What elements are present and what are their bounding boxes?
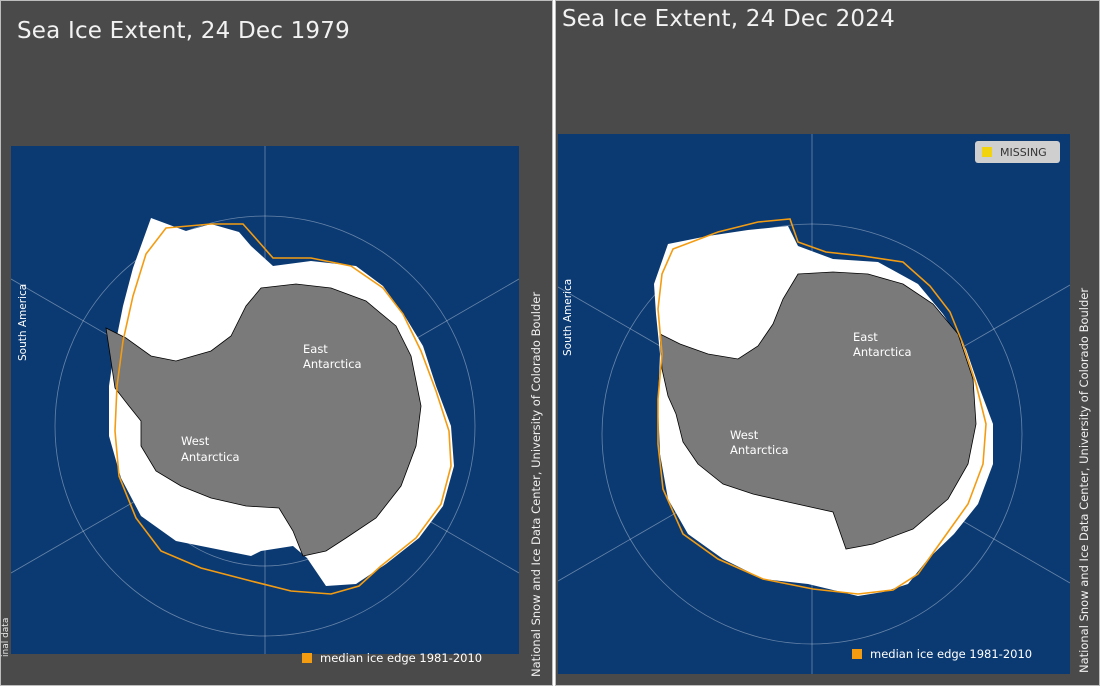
panel-1979: Sea Ice Extent, 24 Dec 1979 East Antarct… [0,0,553,686]
missing-legend: MISSING [975,141,1060,163]
credit-text: National Snow and Ice Data Center, Unive… [1077,287,1091,673]
label-east-antarctica-line1: East [303,342,328,356]
label-west-antarctica-line2: Antarctica [730,443,789,457]
label-west-antarctica-line2: Antarctica [181,450,240,464]
label-south-america: South America [17,284,29,361]
credit-text: National Snow and Ice Data Center, Unive… [529,291,543,677]
panel-title: Sea Ice Extent, 24 Dec 1979 [17,18,350,44]
median-edge-swatch [302,653,312,663]
antarctica-land [659,271,977,550]
legend-label: median ice edge 1981-2010 [320,651,483,665]
label-west-antarctica-line1: West [181,434,210,448]
label-south-america: South America [562,279,574,356]
sea-ice-map-1979: East Antarctica West Antarctica South Am… [11,146,519,654]
label-east-antarctica-line2: Antarctica [853,345,912,359]
legend: median ice edge 1981-2010 [852,647,1032,661]
label-east-antarctica-line2: Antarctica [303,357,362,371]
antarctica-land [105,283,422,557]
label-west-antarctica-line1: West [730,428,759,442]
panel-title: Sea Ice Extent, 24 Dec 2024 [562,6,895,32]
median-ice-edge [657,218,987,595]
missing-swatch [982,147,992,157]
label-east-antarctica-line1: East [853,330,878,344]
median-edge-swatch [852,649,862,659]
legend: median ice edge 1981-2010 [302,651,482,665]
legend-label: median ice edge 1981-2010 [870,647,1033,661]
edge-text: inal data [1,617,11,657]
median-ice-edge [114,223,452,595]
sea-ice-map-2024: East Antarctica West Antarctica South Am… [558,134,1070,674]
missing-label: MISSING [1000,145,1047,159]
panel-2024: Sea Ice Extent, 24 Dec 2024 East Antarct… [555,0,1100,686]
